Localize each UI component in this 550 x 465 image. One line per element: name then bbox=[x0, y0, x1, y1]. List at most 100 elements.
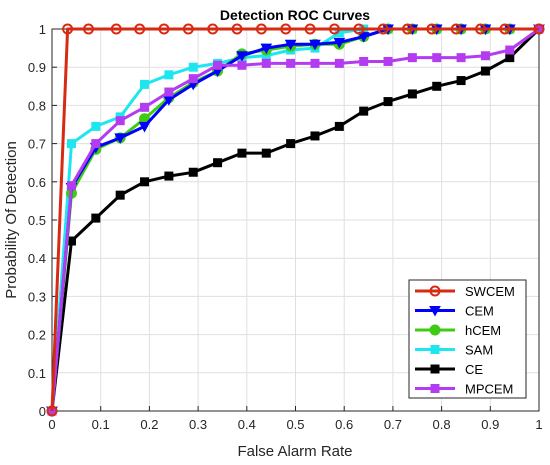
y-tick-label: 0.4 bbox=[28, 251, 46, 266]
data-point-swcem bbox=[328, 23, 340, 35]
data-point-cem bbox=[309, 39, 321, 51]
data-point-swcem bbox=[231, 23, 243, 35]
data-point-mpcem bbox=[286, 58, 296, 68]
data-point-ce bbox=[480, 66, 490, 76]
data-point-ce bbox=[164, 171, 174, 181]
data-point-ce bbox=[188, 167, 198, 177]
data-point-cem bbox=[260, 43, 273, 55]
data-point-ce bbox=[91, 213, 101, 223]
data-point-swcem bbox=[134, 23, 146, 35]
data-point-mpcem bbox=[140, 102, 150, 112]
legend-item-hcem: hCEM bbox=[415, 323, 501, 338]
series-mpcem bbox=[47, 24, 544, 416]
x-tick-label: 0.2 bbox=[140, 417, 158, 432]
data-point-cem bbox=[333, 37, 346, 49]
data-point-ce bbox=[237, 148, 247, 158]
data-point-swcem bbox=[182, 23, 194, 35]
data-point-mpcem bbox=[432, 53, 442, 63]
x-tick-label: 0.8 bbox=[433, 417, 451, 432]
legend-swatch-marker bbox=[429, 324, 441, 336]
data-point-swcem bbox=[353, 23, 365, 35]
y-tick-label: 0.7 bbox=[28, 137, 46, 152]
data-point-mpcem bbox=[115, 116, 125, 126]
x-tick-label: 1 bbox=[535, 417, 542, 432]
data-point-sam bbox=[188, 62, 198, 72]
x-tick-label: 0.4 bbox=[238, 417, 256, 432]
legend: SWCEM CEM hCEM SAM CE MPCEM bbox=[408, 279, 527, 399]
legend-swatch-marker bbox=[430, 345, 440, 354]
data-point-ce bbox=[213, 158, 223, 168]
data-point-ce bbox=[286, 139, 296, 149]
y-tick-label: 0.9 bbox=[28, 60, 46, 75]
data-point-cem bbox=[357, 32, 370, 43]
data-point-cem bbox=[284, 39, 297, 51]
data-point-mpcem bbox=[310, 58, 320, 68]
legend-item-cem: CEM bbox=[415, 304, 494, 319]
data-point-swcem bbox=[207, 23, 219, 35]
data-point-swcem bbox=[533, 23, 545, 35]
data-point-cem bbox=[138, 121, 151, 133]
data-point-ce bbox=[432, 81, 442, 91]
x-tick-label: 0.1 bbox=[92, 417, 110, 432]
x-tick-label: 0.9 bbox=[481, 417, 499, 432]
data-point-ce bbox=[407, 89, 417, 99]
y-tick-label: 0.2 bbox=[28, 328, 46, 343]
data-point-swcem bbox=[402, 23, 414, 35]
data-point-ce bbox=[505, 53, 515, 63]
data-point-ce bbox=[456, 76, 466, 86]
data-point-sam bbox=[164, 70, 174, 80]
data-point-swcem bbox=[280, 23, 292, 35]
x-tick-label: 0.7 bbox=[384, 417, 402, 432]
y-tick-label: 0.1 bbox=[28, 366, 46, 381]
x-tick-label: 0.6 bbox=[335, 417, 353, 432]
legend-label-ce: CE bbox=[465, 362, 483, 377]
data-point-ce bbox=[383, 97, 393, 107]
y-tick-label: 0.5 bbox=[28, 213, 46, 228]
legend-swatch-marker bbox=[430, 384, 440, 393]
data-point-mpcem bbox=[334, 58, 344, 68]
y-tick-label: 0.8 bbox=[28, 98, 46, 113]
legend-label-cem: CEM bbox=[465, 304, 494, 319]
data-point-mpcem bbox=[237, 60, 247, 70]
data-point-mpcem bbox=[407, 53, 417, 63]
x-tick-label: 0 bbox=[48, 417, 55, 432]
data-point-ce bbox=[140, 177, 150, 187]
data-point-sam bbox=[91, 121, 101, 131]
data-point-swcem bbox=[304, 23, 316, 35]
legend-swatch-marker bbox=[429, 285, 441, 297]
data-point-mpcem bbox=[456, 53, 466, 63]
y-tick-label: 0.3 bbox=[28, 289, 46, 304]
data-point-mpcem bbox=[480, 51, 490, 61]
legend-box bbox=[408, 279, 527, 399]
y-tick-label: 1 bbox=[39, 22, 46, 37]
data-point-mpcem bbox=[213, 60, 223, 70]
data-point-mpcem bbox=[505, 45, 515, 55]
data-point-swcem bbox=[83, 23, 95, 35]
x-tick-label: 0.3 bbox=[189, 417, 207, 432]
data-point-mpcem bbox=[91, 139, 101, 149]
data-point-swcem bbox=[46, 405, 58, 417]
data-point-swcem bbox=[62, 23, 74, 35]
legend-label-mpcem: MPCEM bbox=[465, 382, 513, 397]
data-point-sam bbox=[140, 79, 150, 89]
legend-swatch-marker bbox=[429, 306, 441, 317]
data-point-swcem bbox=[499, 23, 511, 35]
data-point-swcem bbox=[255, 23, 267, 35]
data-point-mpcem bbox=[383, 56, 393, 66]
chart-title: Detection ROC Curves bbox=[220, 7, 370, 23]
data-point-ce bbox=[261, 148, 271, 158]
data-point-ce bbox=[334, 121, 344, 131]
x-tick-label: 0.5 bbox=[286, 417, 304, 432]
data-point-swcem bbox=[377, 23, 389, 35]
series-line-swcem bbox=[50, 27, 539, 412]
legend-swatch-marker bbox=[430, 364, 440, 374]
data-point-swcem bbox=[110, 23, 122, 35]
x-axis-label: False Alarm Rate bbox=[237, 443, 352, 460]
legend-item-swcem: SWCEM bbox=[415, 284, 515, 299]
data-point-mpcem bbox=[359, 56, 369, 66]
legend-label-hcem: hCEM bbox=[465, 323, 501, 338]
data-point-ce bbox=[310, 131, 320, 141]
data-point-mpcem bbox=[164, 87, 174, 97]
y-axis-ticks: 0 0.1 0.2 0.3 0.4 0.5 0.6 0.7 0.8 0.9 1 bbox=[28, 22, 57, 419]
